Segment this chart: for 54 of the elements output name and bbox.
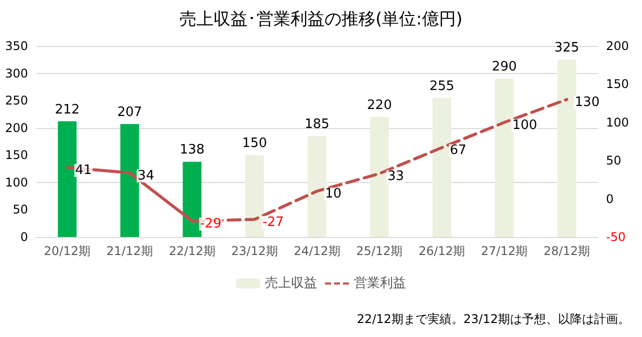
- data-label: 130: [574, 94, 600, 110]
- y-tick-label: 350: [5, 39, 28, 53]
- data-label: 207: [117, 105, 142, 120]
- data-label: 212: [54, 102, 80, 118]
- y-tick-label: 300: [5, 66, 28, 80]
- data-label: 34: [138, 168, 154, 184]
- data-label: 138: [180, 142, 205, 158]
- y2-tick-label: 200: [606, 39, 629, 53]
- legend-label: 営業利益: [354, 276, 406, 291]
- bar: [494, 78, 514, 237]
- text: 22/12期まで実績。23/12期は予想、以降は計画。: [356, 312, 630, 326]
- data-label: 220: [367, 98, 392, 113]
- bar: [432, 98, 452, 237]
- y-tick-label: 0: [20, 230, 28, 244]
- bar: [245, 155, 264, 237]
- y-tick-label: 100: [5, 175, 28, 190]
- data-label: 41: [75, 162, 92, 178]
- x-tick-label: 28/12期: [543, 244, 590, 258]
- bar: [370, 116, 389, 237]
- x-tick-label: 27/12期: [481, 244, 528, 258]
- y2-tick-label: 150: [606, 77, 629, 92]
- x-tick-label: 23/12期: [231, 244, 278, 258]
- data-label: 255: [429, 78, 454, 94]
- data-label: 100: [512, 118, 538, 133]
- y2-tick-label: -50: [606, 230, 626, 244]
- y-tick-label: 200: [5, 120, 28, 135]
- x-tick-label: 26/12期: [418, 244, 466, 258]
- bar: [120, 124, 140, 237]
- x-tick-label: 21/12期: [106, 244, 153, 258]
- data-label: 67: [450, 143, 466, 158]
- legend-label: 売上収益: [265, 276, 317, 291]
- y-tick-label: 250: [5, 94, 28, 108]
- bar: [308, 136, 326, 237]
- data-label: 10: [325, 186, 342, 202]
- data-label: 325: [554, 40, 580, 56]
- bar: [182, 162, 202, 237]
- y-tick-label: 150: [5, 148, 28, 162]
- x-tick-label: 25/12期: [356, 244, 403, 258]
- data-label: -29: [200, 216, 222, 232]
- data-label: 290: [492, 60, 517, 75]
- y2-tick-label: 0: [606, 192, 614, 206]
- data-label: 150: [242, 136, 267, 152]
- y2-tick-label: 50: [606, 154, 622, 168]
- bar: [557, 60, 576, 237]
- data-label: 185: [304, 117, 330, 132]
- x-tick-label: 20/12期: [44, 244, 91, 258]
- chart-title: 売上収益･営業利益の推移(単位:億円): [180, 10, 462, 30]
- x-tick-label: 24/12期: [294, 244, 340, 258]
- y-tick-label: 50: [12, 202, 28, 217]
- data-label: -27: [262, 214, 284, 230]
- data-label: 33: [387, 169, 404, 184]
- bar: [58, 121, 77, 237]
- y2-tick-label: 100: [606, 115, 629, 130]
- x-tick-label: 22/12期: [168, 244, 216, 258]
